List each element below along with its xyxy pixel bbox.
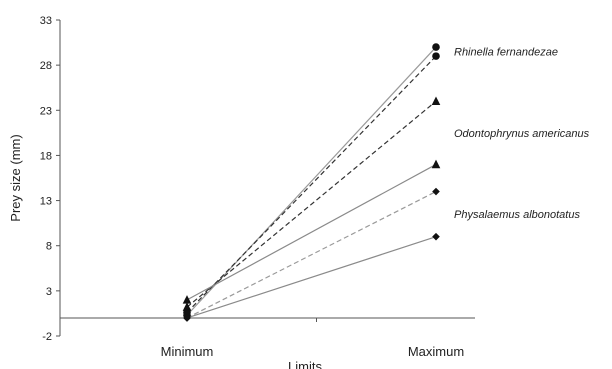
series-annotation-3: Physalaemus albonotatus bbox=[454, 209, 580, 221]
y-tick-label: 28 bbox=[40, 60, 52, 72]
series-annotation-1: Rhinella fernandezae bbox=[454, 47, 558, 59]
axes: -2 3 8 13 18 23 28 33 Minimum Maximum bbox=[40, 15, 475, 359]
data-point-s1-2 bbox=[432, 43, 440, 51]
series-line-4 bbox=[186, 163, 437, 301]
y-tick-label: 33 bbox=[40, 15, 52, 27]
series-markers bbox=[182, 43, 441, 322]
series-line-1 bbox=[186, 46, 437, 316]
series-line-2 bbox=[186, 55, 437, 313]
data-point-s3-1 bbox=[182, 302, 192, 311]
data-point-s4-2 bbox=[431, 159, 441, 169]
series-annotation-2: Odontophrynus americanus bbox=[454, 128, 590, 140]
y-tick-label: 13 bbox=[40, 196, 52, 208]
labels: Rhinella fernandezae Odontophrynus americ… bbox=[454, 47, 590, 222]
series-line-3 bbox=[186, 100, 437, 308]
data-point-s4-1 bbox=[182, 295, 192, 304]
y-tick-label: 23 bbox=[40, 105, 52, 117]
y-tick-label: -2 bbox=[42, 331, 52, 343]
y-tick-label: 3 bbox=[46, 286, 52, 298]
y-tick-label: 18 bbox=[40, 150, 52, 162]
series-lines bbox=[186, 46, 437, 319]
data-point-s2-2 bbox=[432, 52, 440, 60]
series-line-6 bbox=[186, 236, 437, 319]
series-line-5 bbox=[186, 191, 437, 319]
y-tick-label: 8 bbox=[46, 241, 52, 253]
x-axis-title: Limits bbox=[288, 359, 322, 369]
data-point-s6-1 bbox=[183, 314, 191, 322]
data-point-s6-2 bbox=[432, 232, 440, 241]
y-axis-title: Prey size (mm) bbox=[8, 134, 23, 221]
data-point-s5-2 bbox=[432, 187, 440, 196]
x-tick-label: Minimum bbox=[161, 344, 214, 359]
data-point-s3-2 bbox=[431, 96, 441, 106]
x-tick-label: Maximum bbox=[408, 344, 464, 359]
